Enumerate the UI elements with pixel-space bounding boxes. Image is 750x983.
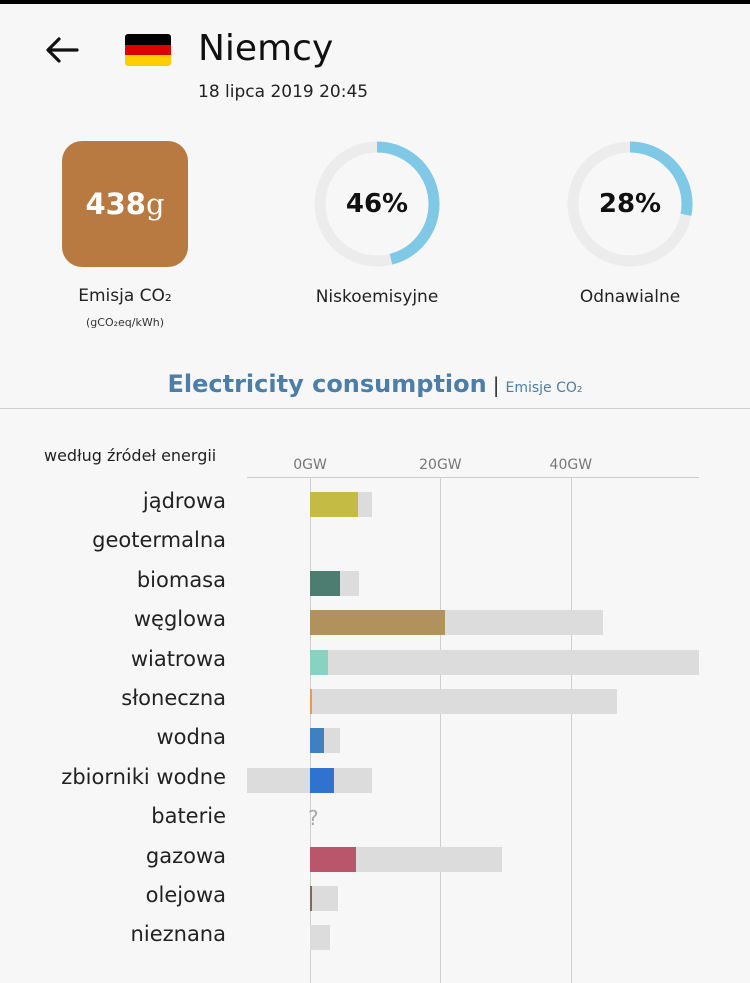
gauge-fill [314,141,440,267]
chart-title: według źródeł energii [44,446,217,465]
capacity-bar[interactable] [310,649,699,675]
category-label: nieznana [130,922,226,947]
unknown-value-marker: ? [308,806,319,831]
category-label: jądrowa [142,489,226,513]
production-bar[interactable] [310,767,335,793]
co2-unit-label: (gCO₂eq/kWh) [86,316,164,329]
arrow-left-icon [46,37,79,63]
production-bar[interactable] [310,846,356,872]
category-label: zbiorniki wodne [61,764,226,789]
low-carbon-percent: 46% [345,189,409,219]
x-axis-line [247,477,699,478]
capacity-bar[interactable] [310,886,339,911]
capacity-bar[interactable] [247,767,372,793]
production-bar[interactable] [310,649,329,675]
tab-separator: | [492,373,500,397]
production-bar[interactable] [310,570,340,596]
category-label: wiatrowa [130,646,226,671]
tab-electricity-consumption[interactable]: Electricity consumption [167,370,487,398]
co2-label: Emisja CO₂ [78,286,172,306]
category-label: węglowa [133,607,226,632]
low-carbon-label: Niskoemisyjne [315,287,439,307]
chart-mode-tabs: Electricity consumption | Emisje CO₂ [0,370,750,398]
category-label: słoneczna [121,686,226,710]
x-tick-label: 40GW [549,457,593,473]
gauge-fill [567,141,693,267]
co2-unit: g [145,187,165,221]
section-divider [0,408,750,409]
tab-co2-emissions[interactable]: Emisje CO₂ [505,380,583,396]
top-edge [0,0,750,4]
low-carbon-gauge[interactable]: 46% [312,139,442,269]
capacity-bar[interactable] [310,925,331,951]
capacity-bar[interactable] [310,689,618,714]
co2-value: 438 [85,187,146,221]
production-bar[interactable] [310,610,445,636]
production-bar[interactable] [310,728,325,754]
category-label: geotermalna [92,528,226,553]
category-label: gazowa [145,843,226,868]
category-label: wodna [156,725,226,750]
renewable-percent: 28% [598,189,662,219]
back-button[interactable] [40,30,84,70]
category-label: biomasa [136,567,226,592]
renewable-label: Odnawialne [579,287,681,307]
co2-intensity-badge[interactable]: 438 g [62,141,188,267]
production-bar[interactable] [310,689,312,714]
production-bar[interactable] [310,492,358,517]
renewable-gauge[interactable]: 28% [565,139,695,269]
gridline [570,478,572,983]
x-tick-label: 0GW [293,457,327,473]
category-label: baterie [151,804,226,829]
country-title: Niemcy [198,28,334,69]
germany-flag-icon [125,34,171,66]
gridline [440,478,442,983]
x-tick-label: 20GW [419,457,462,473]
production-bar[interactable] [310,886,312,911]
datetime-label: 18 lipca 2019 20:45 [198,82,369,102]
category-label: olejowa [145,883,226,907]
